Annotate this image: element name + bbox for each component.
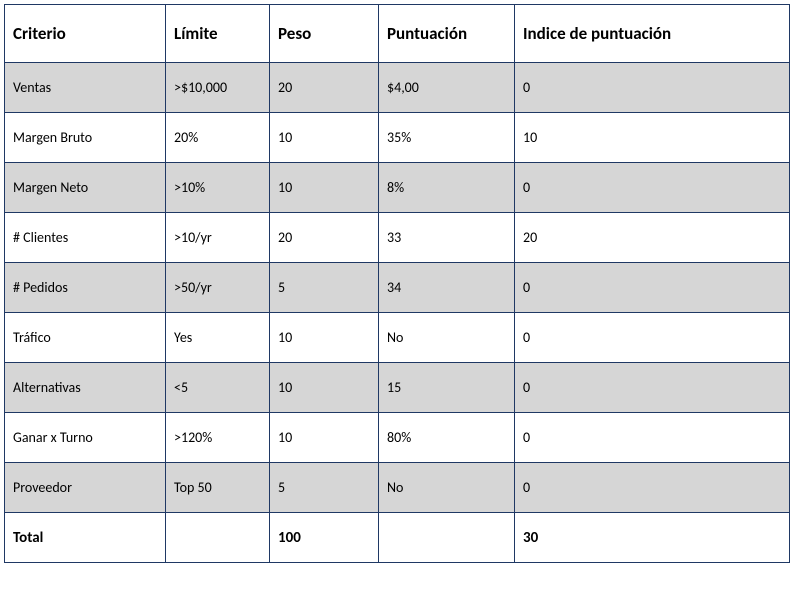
table-total-cell [166,513,270,563]
table-cell: 10 [270,313,379,363]
table-cell: Tráfico [5,313,166,363]
table-cell: Yes [166,313,270,363]
table-cell: Ventas [5,63,166,113]
table-cell: 0 [515,263,790,313]
table-total-row: Total 100 30 [5,513,790,563]
table-cell: Ganar x Turno [5,413,166,463]
table-cell: 33 [379,213,515,263]
table-row: Ganar x Turno>120%1080%0 [5,413,790,463]
table-cell: No [379,313,515,363]
table-row: # Clientes>10/yr203320 [5,213,790,263]
table-cell: >10/yr [166,213,270,263]
table-cell: 0 [515,363,790,413]
table-cell: >120% [166,413,270,463]
table-body: Ventas>$10,00020$4,000Margen Bruto20%103… [5,63,790,563]
table-cell: 80% [379,413,515,463]
table-cell: 0 [515,413,790,463]
table-cell: >$10,000 [166,63,270,113]
table-row: Alternativas<510150 [5,363,790,413]
table-total-cell: 100 [270,513,379,563]
table-cell: 5 [270,463,379,513]
table-cell: $4,00 [379,63,515,113]
table-total-cell [379,513,515,563]
table-cell: # Pedidos [5,263,166,313]
table-cell: 10 [515,113,790,163]
table-cell: 0 [515,163,790,213]
table-cell: 0 [515,463,790,513]
table-row: Margen Neto>10%108%0 [5,163,790,213]
header-peso: Peso [270,5,379,63]
table-total-cell: Total [5,513,166,563]
scoring-table: Criterio Límite Peso Puntuación Indice d… [4,4,790,563]
table-cell: 5 [270,263,379,313]
table-cell: 0 [515,313,790,363]
table-cell: Top 50 [166,463,270,513]
table-cell: 8% [379,163,515,213]
table-row: Margen Bruto20%1035%10 [5,113,790,163]
table-cell: Margen Neto [5,163,166,213]
table-cell: 10 [270,413,379,463]
table-row: ProveedorTop 505No0 [5,463,790,513]
header-criterio: Criterio [5,5,166,63]
table-cell: 20 [515,213,790,263]
table-cell: 10 [270,113,379,163]
table-cell: Alternativas [5,363,166,413]
table-cell: 10 [270,163,379,213]
table-cell: 10 [270,363,379,413]
table-cell: >10% [166,163,270,213]
table-cell: <5 [166,363,270,413]
table-row: Ventas>$10,00020$4,000 [5,63,790,113]
table-row: TráficoYes10No0 [5,313,790,363]
header-puntuacion: Puntuación [379,5,515,63]
table-cell: No [379,463,515,513]
table-cell: 35% [379,113,515,163]
table-cell: 20 [270,213,379,263]
table-row: # Pedidos>50/yr5340 [5,263,790,313]
table-cell: Proveedor [5,463,166,513]
table-header: Criterio Límite Peso Puntuación Indice d… [5,5,790,63]
table-cell: 15 [379,363,515,413]
table-cell: 0 [515,63,790,113]
table-cell: Margen Bruto [5,113,166,163]
table-total-cell: 30 [515,513,790,563]
header-indice: Indice de puntuación [515,5,790,63]
table-cell: 20 [270,63,379,113]
table-cell: >50/yr [166,263,270,313]
header-limite: Límite [166,5,270,63]
table-cell: 34 [379,263,515,313]
table-cell: 20% [166,113,270,163]
table-cell: # Clientes [5,213,166,263]
